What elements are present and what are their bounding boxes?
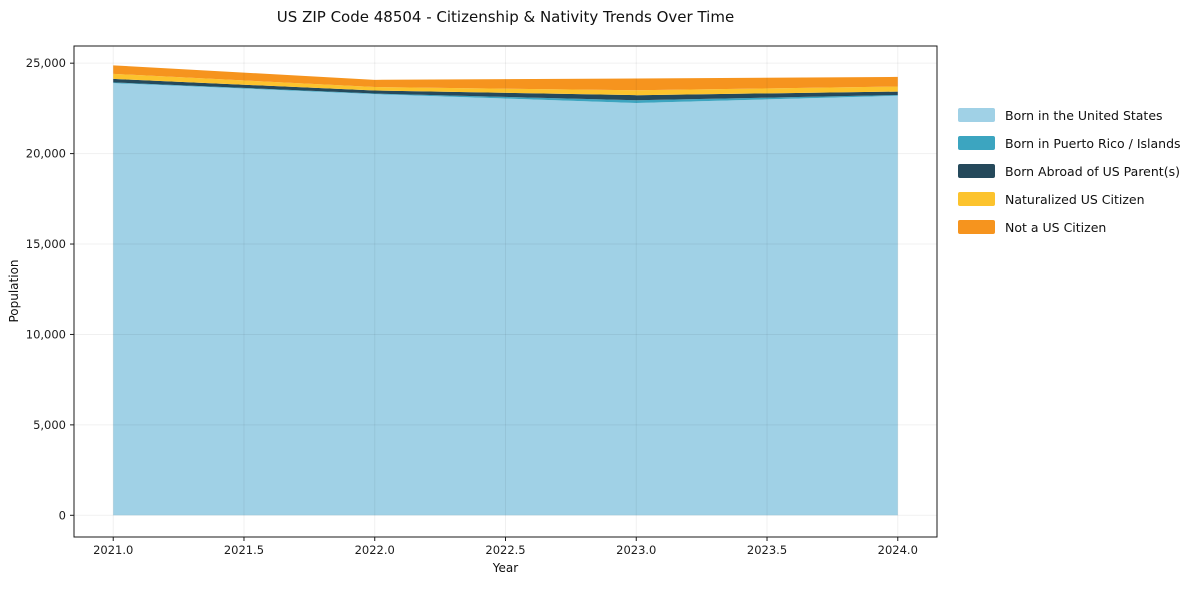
y-axis-label: Population [7,259,21,323]
legend-label-1: Born in Puerto Rico / Islands [1005,135,1181,151]
legend-swatch-4 [958,220,995,234]
legend-label-3: Naturalized US Citizen [1005,191,1145,207]
x-tick-label: 2024.0 [878,543,918,557]
legend-swatch-0 [958,108,995,122]
area-series-4 [113,65,898,91]
legend-item-2: Born Abroad of US Parent(s) [958,157,1181,185]
x-tick-label: 2021.5 [224,543,264,557]
x-tick-label: 2022.0 [355,543,395,557]
y-tick-label: 0 [59,508,66,522]
legend-item-0: Born in the United States [958,101,1181,129]
legend-swatch-3 [958,192,995,206]
chart-title: US ZIP Code 48504 - Citizenship & Nativi… [276,8,735,26]
legend-label-4: Not a US Citizen [1005,219,1107,235]
y-tick-label: 25,000 [26,56,66,70]
x-tick-label: 2023.5 [747,543,787,557]
legend: Born in the United States Born in Puerto … [958,101,1181,241]
legend-label-0: Born in the United States [1005,107,1163,123]
x-tick-label: 2022.5 [485,543,525,557]
area-series-0 [113,83,898,516]
y-tick-label: 20,000 [26,147,66,161]
x-tick-label: 2021.0 [93,543,133,557]
legend-item-1: Born in Puerto Rico / Islands [958,129,1181,157]
x-tick-label: 2023.0 [616,543,656,557]
legend-item-4: Not a US Citizen [958,213,1181,241]
area-series-3 [113,73,898,96]
y-tick-label: 5,000 [33,418,66,432]
legend-item-3: Naturalized US Citizen [958,185,1181,213]
legend-swatch-2 [958,164,995,178]
x-axis-label: Year [492,561,519,575]
y-tick-label: 10,000 [26,327,66,341]
legend-label-2: Born Abroad of US Parent(s) [1005,163,1180,179]
legend-swatch-1 [958,136,995,150]
area-series-2 [113,78,898,101]
y-tick-label: 15,000 [26,237,66,251]
